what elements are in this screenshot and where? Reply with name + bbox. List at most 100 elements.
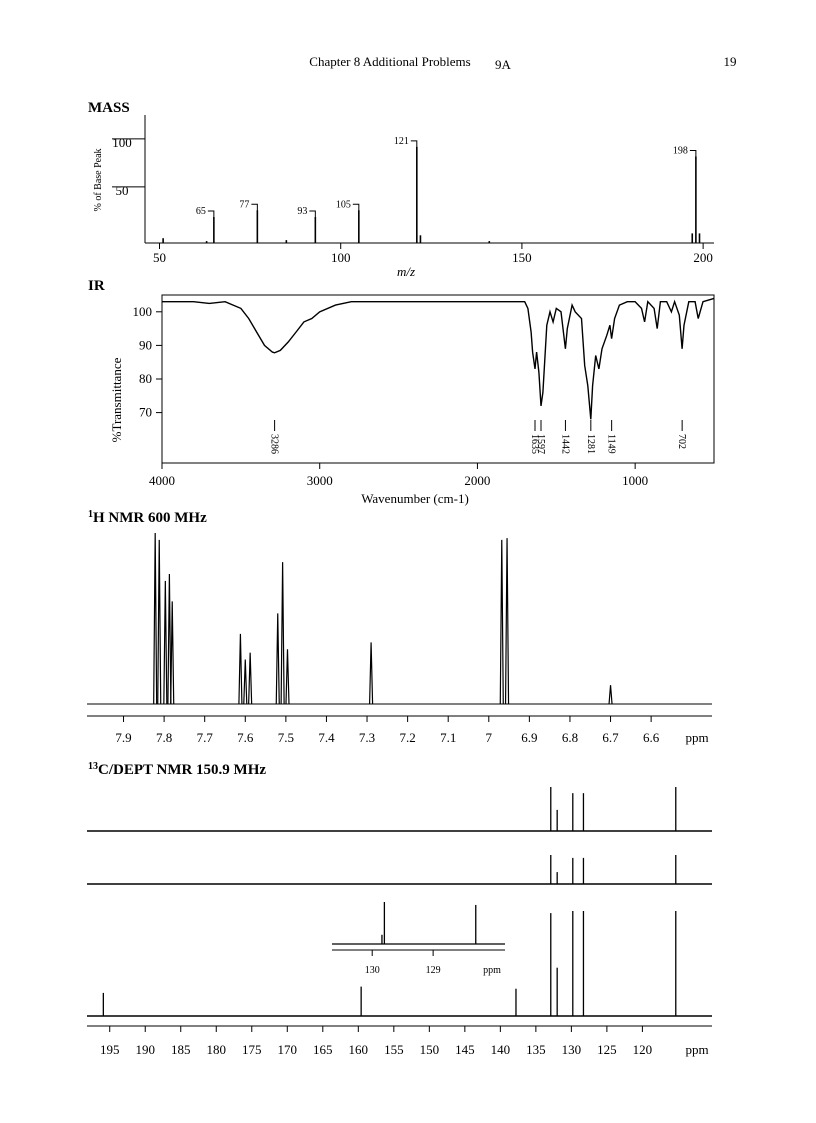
x-tick-label: 7.3: [359, 730, 375, 745]
inset-tick-label: 130: [365, 965, 380, 976]
x-tick-label: 170: [278, 1042, 298, 1057]
chart-title: IR: [88, 278, 105, 294]
title-text: IR: [88, 278, 105, 294]
chart-title: 13C/DEPT NMR 150.9 MHz: [88, 761, 266, 778]
x-axis-label: m/z: [397, 264, 415, 279]
peak: [275, 613, 280, 705]
x-tick-label: 6.9: [521, 730, 537, 745]
title-text: H NMR 600 MHz: [93, 510, 207, 526]
x-tick-label: 195: [100, 1042, 120, 1057]
x-tick-label: 7.5: [278, 730, 294, 745]
title-text: MASS: [88, 100, 130, 116]
peak-label: 1442: [559, 434, 570, 454]
peak-label: 1597: [535, 434, 546, 454]
peak-label: 105: [336, 199, 351, 210]
x-tick-label: 7.1: [440, 730, 456, 745]
x-tick-label: 150: [420, 1042, 440, 1057]
x-tick-label: 6.6: [643, 730, 660, 745]
peak: [499, 539, 504, 705]
x-tick-label: 155: [384, 1042, 404, 1057]
x-tick-label: 2000: [464, 473, 490, 488]
peak: [280, 562, 285, 705]
x-axis-label: Wavenumber (cm-1): [361, 491, 469, 506]
y-tick-label: 50: [116, 183, 129, 198]
x-axis-label: ppm: [685, 1042, 708, 1057]
inset-axis-label: ppm: [483, 965, 501, 976]
x-tick-label: 120: [633, 1042, 653, 1057]
peak-label: 65: [196, 206, 206, 217]
x-tick-label: 165: [313, 1042, 333, 1057]
x-axis-label: ppm: [685, 730, 708, 745]
peak-label: 198: [673, 145, 688, 156]
plot-frame: [161, 294, 715, 464]
x-tick-label: 6.8: [562, 730, 578, 745]
x-tick-label: 3000: [307, 473, 333, 488]
x-tick-label: 100: [331, 250, 351, 265]
peak: [608, 685, 613, 705]
peak-label: 121: [394, 136, 409, 147]
label-leader: [251, 203, 258, 213]
peak-label: 3286: [269, 434, 280, 454]
y-tick-label: 100: [133, 304, 153, 319]
x-tick-label: 1000: [622, 473, 648, 488]
x-tick-label: 7: [486, 730, 493, 745]
x-tick-label: 7.6: [237, 730, 254, 745]
x-tick-label: 50: [153, 250, 166, 265]
y-tick-label: 100: [112, 135, 132, 150]
x-tick-label: 7.4: [318, 730, 335, 745]
x-tick-label: 4000: [149, 473, 175, 488]
peak-label: 77: [239, 199, 249, 210]
peak-label: 702: [676, 434, 687, 449]
x-tick-label: 6.7: [602, 730, 619, 745]
x-tick-label: 180: [207, 1042, 227, 1057]
title-superscript: 1: [88, 509, 93, 520]
x-tick-label: 160: [349, 1042, 369, 1057]
label-leader: [207, 210, 215, 220]
x-tick-label: 130: [562, 1042, 582, 1057]
peak: [163, 580, 168, 705]
x-tick-label: 150: [512, 250, 532, 265]
chart-title: 1H NMR 600 MHz: [88, 509, 207, 526]
title-text: C/DEPT NMR 150.9 MHz: [98, 762, 266, 778]
x-tick-label: 175: [242, 1042, 262, 1057]
x-tick-label: 7.9: [115, 730, 131, 745]
y-tick-label: 90: [139, 337, 152, 352]
label-leader: [410, 140, 418, 149]
x-tick-label: 145: [455, 1042, 475, 1057]
peak: [238, 633, 243, 705]
y-tick-label: 70: [139, 405, 152, 420]
x-tick-label: 140: [491, 1042, 511, 1057]
x-tick-label: 7.8: [156, 730, 172, 745]
x-tick-label: 190: [135, 1042, 155, 1057]
x-tick-label: 135: [526, 1042, 546, 1057]
peak: [167, 574, 172, 705]
x-tick-label: 7.7: [197, 730, 214, 745]
chart-title: MASS: [88, 100, 130, 116]
x-tick-label: 7.2: [399, 730, 415, 745]
x-tick-label: 125: [597, 1042, 617, 1057]
x-tick-label: 200: [693, 250, 713, 265]
peak: [243, 659, 248, 705]
page-number: 19: [724, 54, 737, 69]
peak: [504, 538, 510, 705]
peak: [170, 601, 175, 705]
ir-trace: [162, 297, 715, 420]
label-leader: [309, 210, 316, 220]
y-axis-label: % of Base Peak: [93, 148, 104, 211]
label-leader: [352, 203, 360, 213]
peak: [153, 532, 158, 705]
label-leader: [689, 149, 697, 159]
peak: [368, 642, 374, 705]
title-superscript: 13: [88, 761, 98, 772]
problem: 9A: [495, 57, 512, 72]
peak-label: 1635: [529, 434, 540, 454]
inset-tick-label: 129: [426, 965, 441, 976]
peak: [248, 652, 253, 705]
y-tick-label: 80: [139, 371, 152, 386]
peak: [285, 649, 290, 705]
peak: [157, 539, 162, 705]
x-tick-label: 185: [171, 1042, 191, 1057]
chapter: Chapter 8 Additional Problems: [309, 54, 470, 69]
peak-label: 1281: [585, 434, 596, 454]
